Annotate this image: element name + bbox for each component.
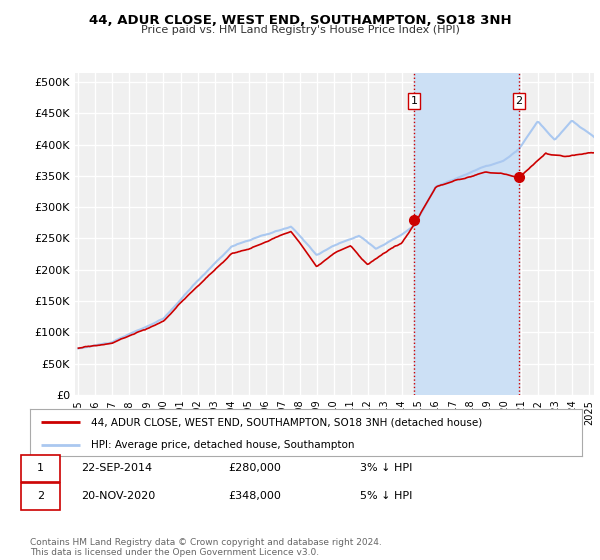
Text: 2: 2: [515, 96, 523, 106]
Bar: [414, 73, 519, 395]
Text: £280,000: £280,000: [228, 463, 281, 473]
Text: £348,000: £348,000: [228, 491, 281, 501]
Text: 44, ADUR CLOSE, WEST END, SOUTHAMPTON, SO18 3NH: 44, ADUR CLOSE, WEST END, SOUTHAMPTON, S…: [89, 14, 511, 27]
Text: 20-NOV-2020: 20-NOV-2020: [81, 491, 155, 501]
Text: 5% ↓ HPI: 5% ↓ HPI: [360, 491, 412, 501]
Text: 3% ↓ HPI: 3% ↓ HPI: [360, 463, 412, 473]
Text: 1: 1: [410, 96, 418, 106]
Text: 22-SEP-2014: 22-SEP-2014: [81, 463, 152, 473]
Text: Contains HM Land Registry data © Crown copyright and database right 2024.
This d: Contains HM Land Registry data © Crown c…: [30, 538, 382, 557]
Text: 44, ADUR CLOSE, WEST END, SOUTHAMPTON, SO18 3NH (detached house): 44, ADUR CLOSE, WEST END, SOUTHAMPTON, S…: [91, 417, 482, 427]
Text: 1: 1: [37, 463, 44, 473]
Text: Price paid vs. HM Land Registry's House Price Index (HPI): Price paid vs. HM Land Registry's House …: [140, 25, 460, 35]
Text: HPI: Average price, detached house, Southampton: HPI: Average price, detached house, Sout…: [91, 440, 354, 450]
Text: 2: 2: [37, 491, 44, 501]
